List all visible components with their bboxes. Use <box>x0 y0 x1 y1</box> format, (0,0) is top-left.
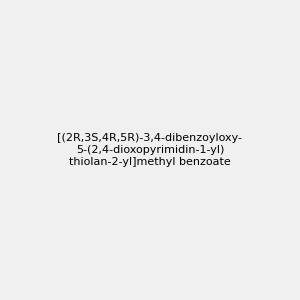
Text: [(2R,3S,4R,5R)-3,4-dibenzoyloxy-
5-(2,4-dioxopyrimidin-1-yl)
thiolan-2-yl]methyl: [(2R,3S,4R,5R)-3,4-dibenzoyloxy- 5-(2,4-… <box>58 134 242 166</box>
